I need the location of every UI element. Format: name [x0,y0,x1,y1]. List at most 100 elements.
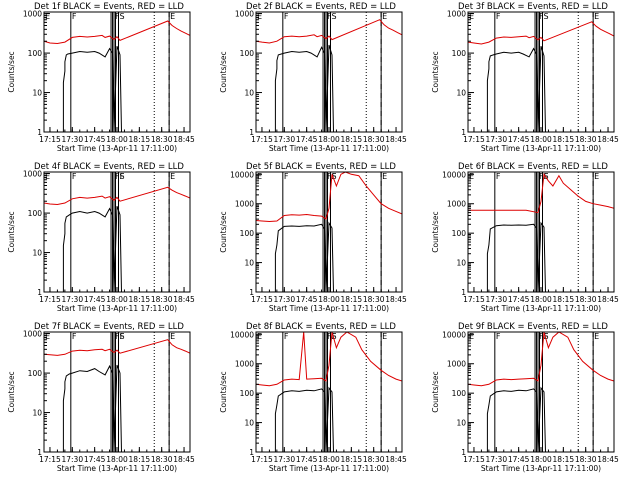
chart-title: Det 4f BLACK = Events, RED = LLD [34,162,184,172]
x-tick-label: 18:00 [106,295,128,304]
y-axis-label: Counts/sec [431,211,440,252]
y-axis-label: Counts/sec [7,211,16,252]
x-axis-label: Start Time (13-Apr-11 17:11:00) [269,464,389,473]
x-tick-label: 17:45 [296,455,318,464]
events-series-line [62,364,122,452]
events-series-line [62,205,122,292]
y-tick-label: 1 [461,128,466,137]
flag-label: F [284,172,289,181]
flag-label: S [119,172,124,181]
x-axis-label: Start Time (13-Apr-11 17:11:00) [57,144,177,153]
chart-title: Det 6f BLACK = Events, RED = LLD [458,162,608,172]
x-tick-label: 18:30 [575,455,597,464]
events-series-line [486,221,546,292]
lld-series-line [44,186,190,206]
lld-series-line [44,339,190,356]
y-tick-label: 1000 [447,360,466,369]
flag-label: S [543,332,548,341]
lld-series-line [468,172,614,214]
x-tick-label: 18:45 [385,455,407,464]
y-tick-label: 1000 [23,10,42,19]
x-tick-label: 18:45 [597,135,619,144]
events-series-line [486,45,546,132]
y-tick-label: 1 [461,448,466,457]
flag-label: FF [115,172,125,181]
x-tick-label: 18:30 [575,295,597,304]
y-tick-label: 10 [244,259,254,268]
y-tick-label: 10 [456,89,466,98]
flag-label: S [543,12,548,21]
y-tick-label: 10000 [230,170,254,179]
x-tick-label: 17:30 [485,135,507,144]
x-tick-label: 18:45 [385,295,407,304]
x-tick-label: 18:15 [553,295,575,304]
x-tick-label: 18:45 [173,295,195,304]
chart-title: Det 8f BLACK = Events, RED = LLD [246,322,396,332]
flag-label: E [45,172,50,181]
x-tick-label: 18:00 [530,455,552,464]
x-tick-label: 18:30 [363,455,385,464]
lld-series-line [468,332,614,387]
chart-title: Det 2f BLACK = Events, RED = LLD [246,2,396,12]
x-tick-label: 18:00 [318,295,340,304]
x-tick-label: 18:15 [129,135,151,144]
y-tick-label: 1000 [23,170,42,179]
x-tick-label: 17:30 [485,295,507,304]
y-tick-label: 1000 [235,10,254,19]
x-tick-label: 18:00 [318,135,340,144]
x-tick-label: 17:15 [463,135,485,144]
y-tick-label: 1 [461,288,466,297]
flag-label: S [119,332,124,341]
y-tick-label: 10 [244,89,254,98]
x-tick-label: 17:45 [84,135,106,144]
x-tick-label: 17:45 [508,455,530,464]
x-tick-label: 17:30 [485,455,507,464]
x-tick-label: 17:15 [463,295,485,304]
flag-label: F [72,12,77,21]
y-axis-label: Counts/sec [219,51,228,92]
y-tick-label: 1 [37,128,42,137]
x-axis-label: Start Time (13-Apr-11 17:11:00) [269,144,389,153]
flag-label: E [594,172,599,181]
flag-label: F [496,172,501,181]
y-axis-label: Counts/sec [219,371,228,412]
y-tick-label: 10 [456,259,466,268]
x-tick-label: 17:30 [273,135,295,144]
y-tick-label: 100 [240,229,255,238]
y-axis-label: Counts/sec [7,371,16,412]
flag-label: E [469,172,474,181]
x-tick-label: 18:45 [173,135,195,144]
lld-series-line [256,332,402,387]
flag-label: FF [115,332,125,341]
x-tick-label: 18:30 [151,455,173,464]
flag-label: F [72,332,77,341]
y-tick-label: 100 [240,389,255,398]
x-tick-label: 17:45 [296,135,318,144]
events-series-line [274,221,334,292]
flag-label: S [331,172,336,181]
y-tick-label: 100 [452,49,467,58]
x-tick-label: 17:45 [508,295,530,304]
y-axis-label: Counts/sec [219,211,228,252]
flag-label: E [170,172,175,181]
flag-label: F [284,12,289,21]
x-tick-label: 18:15 [553,135,575,144]
x-tick-label: 17:45 [84,295,106,304]
flag-label: E [45,12,50,21]
flag-label: E [469,332,474,341]
y-axis-label: Counts/sec [7,51,16,92]
x-axis-label: Start Time (13-Apr-11 17:11:00) [57,304,177,313]
x-tick-label: 18:15 [129,295,151,304]
x-tick-label: 18:15 [341,135,363,144]
y-tick-label: 1 [249,288,254,297]
x-tick-label: 18:15 [553,455,575,464]
lld-series-line [44,20,190,45]
flag-label: E [382,12,387,21]
flag-label: S [119,12,124,21]
x-tick-label: 17:30 [273,295,295,304]
y-tick-label: 100 [240,49,255,58]
y-tick-label: 100 [28,369,43,378]
